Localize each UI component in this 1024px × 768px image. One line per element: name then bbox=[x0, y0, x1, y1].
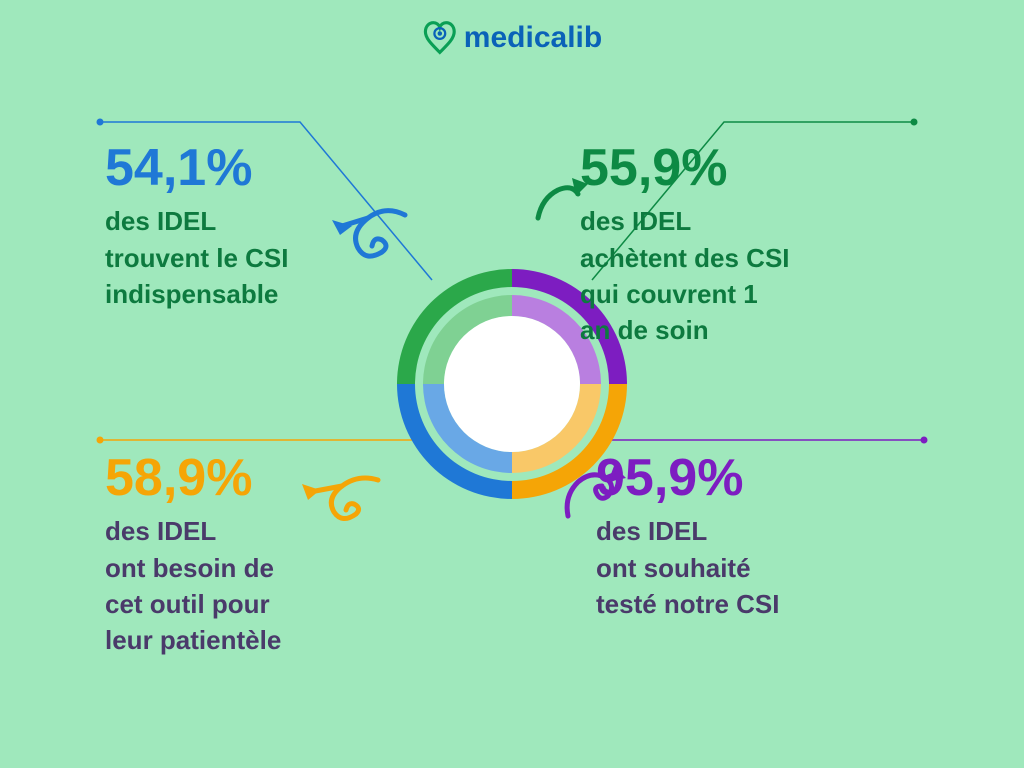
stat-block-top-left: 54,1% des IDELtrouvent le CSIindispensab… bbox=[105, 140, 288, 312]
stat-block-bottom-right: 95,9% des IDELont souhaitétesté notre CS… bbox=[596, 450, 780, 622]
stat-pct: 55,9% bbox=[580, 140, 790, 197]
stat-pct: 58,9% bbox=[105, 450, 281, 507]
stat-pct: 54,1% bbox=[105, 140, 288, 197]
brand-name: medicalib bbox=[464, 21, 602, 55]
curly-arrow-tl bbox=[330, 200, 420, 270]
heart-pin-icon bbox=[422, 20, 458, 56]
stat-desc: des IDELont souhaitétesté notre CSI bbox=[596, 513, 780, 622]
stat-desc: des IDELtrouvent le CSIindispensable bbox=[105, 203, 288, 312]
stat-desc: des IDELachètent des CSIqui couvrent 1an… bbox=[580, 203, 790, 349]
stat-pct: 95,9% bbox=[596, 450, 780, 507]
stat-desc: des IDELont besoin decet outil pourleur … bbox=[105, 513, 281, 659]
infographic-canvas: medicalib bbox=[0, 0, 1024, 768]
stat-block-top-right: 55,9% des IDELachètent des CSIqui couvre… bbox=[580, 140, 790, 349]
curly-arrow-bl bbox=[300, 470, 390, 530]
stat-block-bottom-left: 58,9% des IDELont besoin decet outil pou… bbox=[105, 450, 281, 659]
brand-logo: medicalib bbox=[422, 20, 602, 56]
